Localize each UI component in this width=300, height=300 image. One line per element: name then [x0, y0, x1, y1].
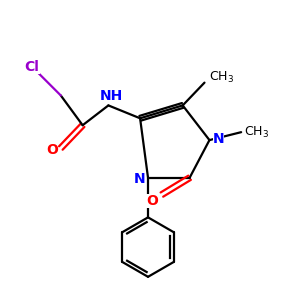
Text: N: N — [212, 132, 224, 146]
Text: CH$_3$: CH$_3$ — [209, 70, 235, 85]
Text: CH$_3$: CH$_3$ — [244, 124, 269, 140]
Text: O: O — [46, 143, 58, 157]
Text: N: N — [133, 172, 145, 186]
Text: O: O — [146, 194, 158, 208]
Text: NH: NH — [100, 89, 123, 103]
Text: Cl: Cl — [25, 60, 40, 74]
